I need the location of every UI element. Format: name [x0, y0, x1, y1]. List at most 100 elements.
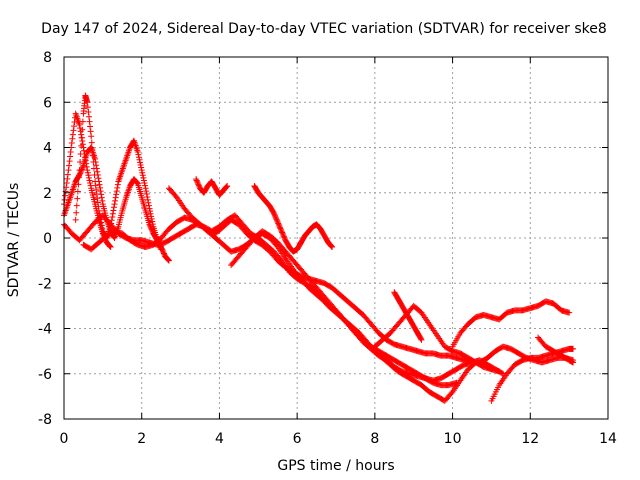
- x-axis-label: GPS time / hours: [277, 458, 394, 474]
- data-point-marker: [143, 188, 150, 195]
- data-layer: [61, 92, 577, 404]
- data-point-marker: [272, 213, 279, 220]
- data-point-marker: [140, 174, 147, 181]
- data-point-marker: [273, 215, 280, 222]
- data-point-marker: [275, 221, 282, 228]
- data-point-marker: [84, 99, 91, 106]
- data-point-marker: [84, 104, 91, 111]
- data-point-marker: [78, 166, 85, 173]
- data-point-marker: [97, 188, 104, 195]
- data-point-marker: [77, 170, 84, 177]
- data-point-marker: [85, 108, 92, 115]
- data-point-marker: [279, 230, 286, 237]
- data-point-marker: [160, 250, 167, 257]
- data-point-marker: [95, 175, 102, 182]
- series-track-12: [449, 298, 573, 350]
- y-axis-label: SDTVAR / TECUs: [6, 183, 22, 298]
- x-tick-label: 6: [293, 431, 302, 447]
- data-point-marker: [148, 225, 155, 232]
- y-tick-label: 0: [43, 231, 52, 247]
- data-point-marker: [74, 188, 81, 195]
- data-point-marker: [73, 202, 80, 209]
- data-point-marker: [144, 196, 151, 203]
- data-point-marker: [110, 207, 117, 214]
- data-point-marker: [147, 224, 154, 231]
- data-point-marker: [281, 234, 288, 241]
- data-point-marker: [135, 151, 142, 158]
- data-point-marker: [92, 182, 99, 189]
- data-point-marker: [271, 211, 278, 218]
- data-point-marker: [95, 178, 102, 185]
- data-point-marker: [134, 149, 141, 156]
- data-point-marker: [273, 216, 280, 223]
- data-point-marker: [276, 224, 283, 231]
- data-point-marker: [112, 197, 119, 204]
- data-point-marker: [73, 209, 80, 216]
- data-point-marker: [92, 155, 99, 162]
- data-point-marker: [278, 226, 285, 233]
- data-point-marker: [74, 195, 81, 202]
- data-point-marker: [274, 217, 281, 224]
- series-track-10: [371, 302, 495, 373]
- data-point-marker: [94, 195, 101, 202]
- data-point-marker: [195, 182, 202, 189]
- data-point-marker: [99, 197, 106, 204]
- data-point-marker: [93, 186, 100, 193]
- data-point-marker: [94, 168, 101, 175]
- y-tick-label: -4: [38, 322, 52, 338]
- x-tick-label: 12: [521, 431, 539, 447]
- data-point-marker: [144, 193, 151, 200]
- data-point-marker: [195, 181, 202, 188]
- data-point-marker: [95, 207, 102, 214]
- data-point-marker: [85, 172, 92, 179]
- data-point-marker: [67, 149, 74, 156]
- data-point-marker: [85, 174, 92, 181]
- y-tick-label: 2: [43, 186, 52, 202]
- data-point-marker: [488, 366, 495, 373]
- data-point-marker: [96, 181, 103, 188]
- data-point-marker: [453, 379, 460, 386]
- data-point-marker: [271, 212, 278, 219]
- data-point-marker: [79, 138, 86, 145]
- data-point-marker: [87, 180, 94, 187]
- data-point-marker: [87, 128, 94, 135]
- data-point-marker: [277, 225, 284, 232]
- data-point-marker: [70, 123, 77, 130]
- data-point-marker: [66, 158, 73, 165]
- data-point-marker: [159, 247, 166, 254]
- data-point-marker: [62, 192, 69, 199]
- data-point-marker: [76, 171, 83, 178]
- data-point-marker: [79, 165, 86, 172]
- data-point-marker: [109, 213, 116, 220]
- series-track-14: [535, 334, 577, 366]
- data-point-marker: [86, 177, 93, 184]
- data-point-marker: [76, 121, 83, 128]
- data-point-marker: [79, 163, 86, 170]
- data-point-marker: [98, 222, 105, 229]
- data-point-marker: [139, 169, 146, 176]
- series-track-8: [251, 182, 336, 255]
- data-point-marker: [136, 156, 143, 163]
- data-point-marker: [98, 191, 105, 198]
- data-point-marker: [194, 180, 201, 187]
- data-point-marker: [107, 244, 114, 251]
- data-point-marker: [193, 177, 200, 184]
- x-tick-label: 0: [60, 431, 69, 447]
- data-point-marker: [140, 177, 147, 184]
- y-tick-label: -2: [38, 276, 52, 292]
- data-point-marker: [159, 246, 166, 253]
- data-point-marker: [61, 196, 68, 203]
- data-point-marker: [72, 216, 79, 223]
- data-point-marker: [98, 194, 105, 201]
- data-point-marker: [138, 167, 145, 174]
- data-point-marker: [78, 134, 85, 141]
- data-point-marker: [64, 171, 71, 178]
- data-point-marker: [84, 167, 91, 174]
- data-point-marker: [78, 131, 85, 138]
- data-point-marker: [275, 220, 282, 227]
- series-track-6: [165, 185, 577, 366]
- data-point-marker: [97, 184, 104, 191]
- data-point-marker: [142, 185, 149, 192]
